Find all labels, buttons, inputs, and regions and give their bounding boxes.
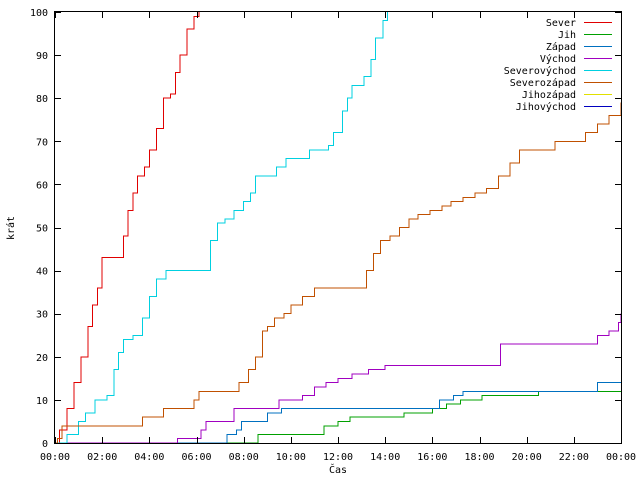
- y-tick-label: 80: [36, 94, 48, 105]
- y-tick-label: 70: [36, 137, 48, 148]
- y-axis-label: krát: [5, 216, 17, 240]
- y-tick-label: 100: [30, 8, 48, 19]
- x-tick-label: 08:00: [229, 452, 259, 463]
- x-tick-label: 16:00: [417, 452, 447, 463]
- y-tick-label: 30: [36, 310, 48, 321]
- x-tick-label: 00:00: [40, 452, 70, 463]
- y-tick-labels: 0 10 20 30 40 50 60 70 80 90 100: [30, 8, 48, 450]
- x-tick-label: 22:00: [559, 452, 589, 463]
- series-layer: [55, 12, 622, 444]
- legend-label: Sever: [546, 18, 576, 29]
- legend-label: Severozápad: [510, 77, 576, 89]
- tick-layer: [55, 12, 622, 444]
- x-tick-label: 04:00: [134, 452, 164, 463]
- legend-label: Jihovýchod: [516, 101, 576, 113]
- x-tick-label: 12:00: [323, 452, 353, 463]
- series-line-1: [55, 390, 621, 444]
- x-axis-label: Čas: [329, 463, 347, 476]
- x-tick-label: 10:00: [276, 452, 306, 463]
- legend-label: Severovýchod: [504, 65, 576, 77]
- y-tick-label: 0: [42, 439, 48, 450]
- series-line-3: [55, 313, 622, 444]
- x-tick-label: 06:00: [181, 452, 211, 463]
- y-tick-label: 40: [36, 267, 48, 278]
- y-tick-label: 50: [36, 224, 48, 235]
- y-tick-label: 90: [36, 51, 48, 62]
- legend-label: Východ: [540, 53, 576, 65]
- series-line-0: [55, 12, 200, 444]
- x-tick-label: 02:00: [87, 452, 117, 463]
- y-tick-label: 10: [36, 396, 48, 407]
- x-tick-label: 18:00: [464, 452, 494, 463]
- legend-label: Jih: [558, 30, 576, 41]
- y-tick-label: 60: [36, 180, 48, 191]
- series-line-2: [55, 382, 621, 444]
- x-tick-labels: 00:00 02:00 04:00 06:00 08:00 10:00 12:00 14:00…: [40, 452, 636, 463]
- legend: SeverJihZápadVýchodSeverovýchodSeverozáp…: [504, 18, 612, 113]
- series-line-5: [55, 102, 622, 444]
- legend-label: Západ: [546, 41, 576, 53]
- legend-label: Jihozápad: [522, 89, 576, 101]
- plot-frame: [54, 11, 622, 444]
- x-tick-label: 14:00: [370, 452, 400, 463]
- x-tick-label: 00:00: [606, 452, 636, 463]
- series-line-4: [55, 12, 388, 444]
- x-tick-label: 20:00: [512, 452, 542, 463]
- y-tick-label: 20: [36, 353, 48, 364]
